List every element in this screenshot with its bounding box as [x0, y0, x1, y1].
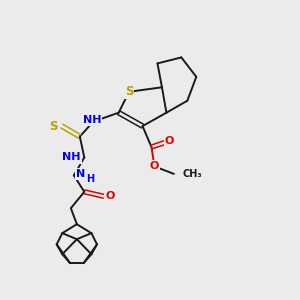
Text: H: H: [86, 174, 94, 184]
Text: O: O: [165, 136, 174, 146]
Text: NH: NH: [82, 115, 101, 125]
Text: CH₃: CH₃: [182, 169, 202, 179]
Text: S: S: [125, 85, 133, 98]
Text: O: O: [105, 191, 115, 201]
Text: N: N: [76, 169, 85, 179]
Text: NH: NH: [62, 152, 81, 163]
Text: O: O: [150, 161, 159, 171]
Text: S: S: [49, 120, 57, 133]
